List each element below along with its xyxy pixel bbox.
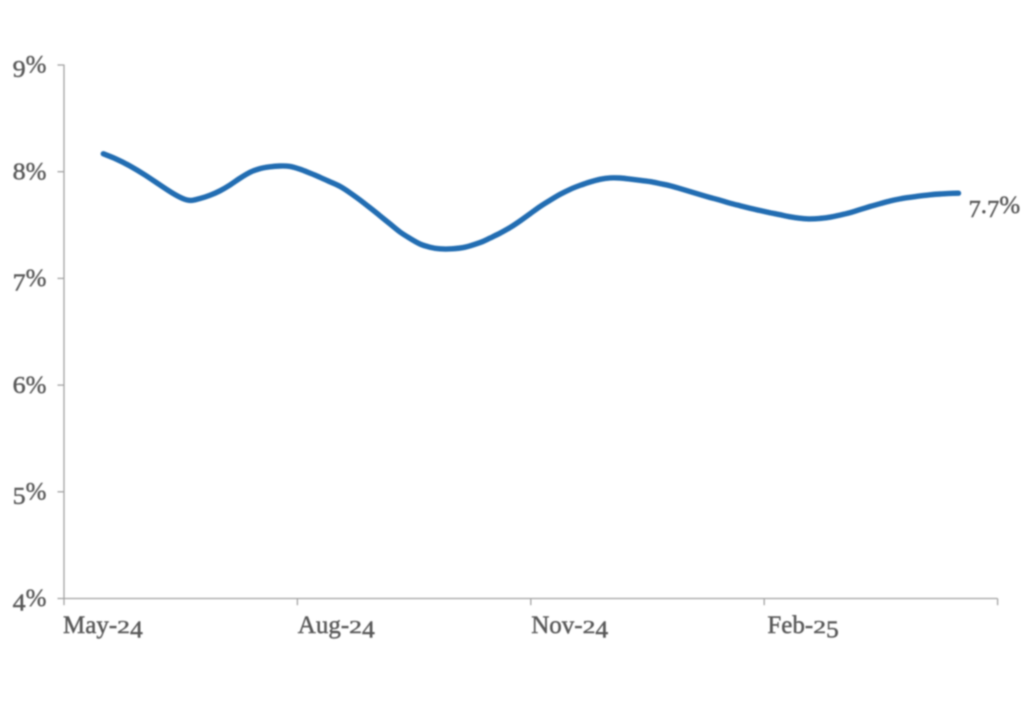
svg-text:6%: 6%: [13, 372, 47, 399]
svg-text:4%: 4%: [13, 585, 47, 616]
svg-text:Nov-24: Nov-24: [531, 612, 608, 643]
svg-text:Feb-25: Feb-25: [767, 612, 838, 643]
svg-text:8%: 8%: [13, 158, 47, 185]
svg-text:Aug-24: Aug-24: [298, 612, 375, 643]
svg-text:May-24: May-24: [63, 612, 143, 643]
svg-text:5%: 5%: [13, 479, 47, 510]
svg-text:7%: 7%: [13, 265, 47, 296]
svg-text:7.7%: 7.7%: [969, 192, 1021, 223]
svg-text:9%: 9%: [13, 52, 47, 83]
